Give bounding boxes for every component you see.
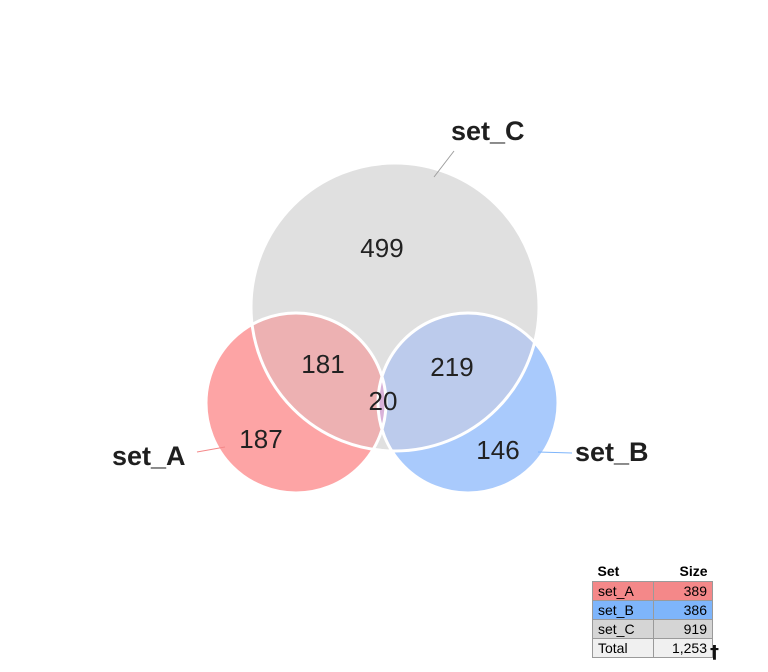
legend-set-size: 386	[653, 600, 713, 620]
legend-set-name: set_A	[592, 581, 654, 601]
legend-row-total: Total 1,253	[592, 638, 713, 658]
legend-header-set: Set	[597, 562, 620, 579]
legend-set-name: set_B	[592, 600, 654, 620]
set-size-legend: Set Size set_A 389 set_B 386 set_C 919 T…	[592, 561, 713, 658]
region-b-c-count: 219	[430, 352, 473, 382]
set-c-leader-line	[433, 150, 455, 178]
set-b-leader-line	[537, 451, 573, 454]
footnote-dagger-mark: †	[710, 642, 719, 663]
legend-row-set-b: set_B 386	[592, 600, 713, 620]
legend-row-set-a: set_A 389	[592, 581, 713, 601]
region-a-b-c-count: 20	[369, 386, 398, 416]
region-a-c-count: 181	[301, 349, 344, 379]
region-c-only-count: 499	[360, 233, 403, 263]
set-a-leader-line	[196, 446, 226, 453]
set-a-label: set_A	[112, 441, 186, 471]
region-a-only-count: 187	[239, 424, 282, 454]
legend-set-size: 389	[653, 581, 713, 601]
region-b-only-count: 146	[476, 435, 519, 465]
legend-set-size: 919	[653, 619, 713, 639]
legend-row-set-c: set_C 919	[592, 619, 713, 639]
set-c-label: set_C	[451, 116, 525, 146]
legend-total-value: 1,253	[653, 638, 713, 658]
legend-set-name: set_C	[592, 619, 654, 639]
legend-total-label: Total	[592, 638, 654, 658]
legend-header-row: Set Size	[593, 561, 713, 582]
circle-outlines	[204, 161, 560, 495]
set-b-label: set_B	[575, 437, 649, 467]
legend-header-size: Size	[679, 562, 708, 579]
